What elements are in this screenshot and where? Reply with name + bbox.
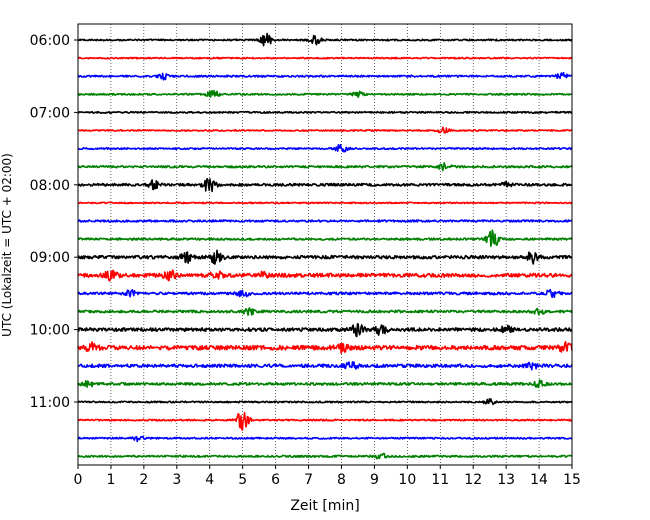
seismic-trace-0930	[77, 288, 573, 299]
seismic-trace-0730	[77, 143, 573, 153]
seismic-trace-0700	[77, 110, 573, 114]
seismic-trace-1100	[77, 398, 573, 406]
x-tick-label: 6	[271, 472, 280, 488]
seismic-trace-0715	[77, 126, 573, 134]
x-tick-label: 5	[238, 472, 247, 488]
seismic-traces	[77, 32, 573, 460]
x-axis-ticks: 0 1 2 3 4 5 6 7 8 9 10 11 12 13 14 15	[74, 465, 581, 488]
x-tick-label: 13	[497, 472, 515, 488]
x-tick-label: 0	[74, 472, 83, 488]
x-tick-label: 10	[398, 472, 416, 488]
seismic-trace-0915	[77, 269, 573, 282]
x-tick-label: 4	[205, 472, 214, 488]
x-tick-label: 3	[172, 472, 181, 488]
seismic-trace-1115	[77, 411, 573, 431]
seismic-trace-1030	[77, 361, 573, 371]
plot-frame	[77, 23, 573, 466]
x-axis-label: Zeit [min]	[290, 498, 359, 514]
x-tick-label: 2	[139, 472, 148, 488]
seismic-trace-0600	[77, 32, 573, 47]
y-tick-label: 07:00	[30, 105, 70, 121]
y-tick-label: 11:00	[30, 395, 70, 411]
x-tick-label: 12	[464, 472, 482, 488]
x-tick-label: 1	[106, 472, 115, 488]
seismic-trace-0815	[77, 201, 573, 205]
seismic-trace-0830	[77, 219, 573, 223]
x-tick-label: 7	[304, 472, 313, 488]
x-tick-label: 14	[530, 472, 548, 488]
y-axis-ticks: 06:00 07:00 08:00 09:00 10:00 11:00	[30, 33, 78, 411]
seismic-trace-0845	[77, 229, 573, 247]
seismic-trace-0645	[77, 89, 573, 99]
y-tick-label: 06:00	[30, 33, 70, 49]
x-tick-label: 9	[370, 472, 379, 488]
seismic-trace-0945	[77, 307, 573, 316]
seismic-trace-0630	[77, 71, 573, 81]
seismic-trace-1045	[77, 379, 573, 389]
y-tick-label: 08:00	[30, 178, 70, 194]
seismic-trace-1145	[77, 452, 573, 460]
x-tick-label: 11	[431, 472, 449, 488]
y-axis-label: UTC (Lokalzeit = UTC + 02:00)	[0, 153, 14, 337]
seismic-trace-0800	[77, 177, 573, 193]
x-tick-label: 8	[337, 472, 346, 488]
seismic-trace-0615	[77, 56, 573, 60]
seismic-trace-1000	[77, 323, 573, 338]
seismic-trace-1015	[77, 341, 573, 355]
y-tick-label: 10:00	[30, 323, 70, 339]
plot-area	[78, 24, 572, 465]
seismic-trace-0900	[77, 249, 573, 265]
x-tick-label: 15	[563, 472, 581, 488]
seismic-trace-0745	[77, 162, 573, 172]
y-tick-label: 09:00	[30, 250, 70, 266]
seismic-trace-1130	[77, 435, 573, 443]
